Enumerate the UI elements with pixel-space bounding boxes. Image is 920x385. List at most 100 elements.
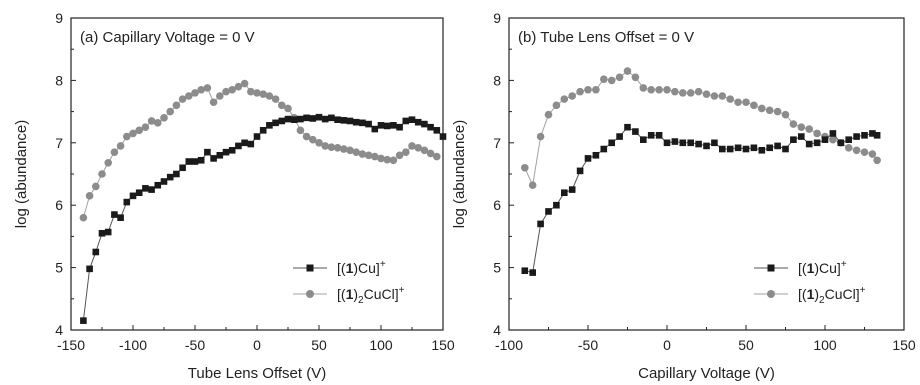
data-point — [297, 115, 304, 123]
chart-panel-a: -150 -100 -50 0 50 100 150 4 5 6 7 8 9 Tube Lens Offs… — [13, 10, 455, 382]
data-point — [371, 125, 379, 133]
data-point — [92, 182, 100, 191]
y-tick-label: 7 — [55, 135, 63, 151]
data-point — [266, 122, 273, 129]
data-point — [147, 117, 156, 125]
legend-label-part: 2 — [819, 295, 825, 306]
y-tick-label: 7 — [493, 135, 501, 151]
chart-title: (b) Tube Lens Offset = 0 V — [518, 29, 694, 46]
data-point — [868, 150, 877, 158]
data-point — [92, 248, 100, 256]
legend-label-part: )Cu] — [814, 260, 840, 276]
data-point — [191, 89, 199, 97]
x-tick-label: 50 — [738, 337, 754, 353]
data-point — [209, 98, 218, 107]
y-tick-label: 8 — [493, 72, 501, 88]
data-point — [861, 132, 868, 139]
data-point — [528, 181, 537, 190]
x-tick-label: 150 — [431, 337, 455, 353]
y-axis-label: log (abundance) — [13, 120, 30, 228]
data-point — [334, 116, 341, 124]
data-point — [600, 145, 608, 153]
data-point — [765, 106, 774, 115]
data-point — [235, 142, 242, 150]
x-tick-label: -100 — [495, 337, 523, 353]
data-point — [390, 122, 397, 129]
x-tick-label: 150 — [892, 337, 916, 353]
data-point — [568, 186, 576, 193]
series-line — [524, 126, 878, 274]
data-point — [647, 132, 655, 139]
data-point — [259, 90, 268, 98]
data-point — [203, 84, 212, 92]
chart-panel-b: -100 -50 0 50 100 150 4 5 6 7 8 9 Capillary Voltage … — [451, 10, 916, 382]
data-point — [377, 122, 385, 129]
data-point — [129, 192, 137, 200]
data-point — [253, 89, 261, 97]
chart-title: (a) Capillary Voltage = 0 V — [80, 29, 255, 46]
data-point — [561, 189, 568, 197]
legend-marker — [767, 290, 775, 298]
data-point — [829, 135, 837, 144]
data-point — [278, 117, 286, 125]
data-point — [584, 85, 592, 94]
legend-entry-cucl: [(1)2CuCl]+ — [754, 285, 866, 306]
data-point — [821, 136, 829, 143]
y-tick-label: 5 — [55, 260, 63, 276]
data-point — [98, 229, 106, 237]
data-point — [616, 133, 623, 140]
data-point — [773, 107, 782, 116]
data-point — [427, 123, 434, 131]
data-point — [873, 132, 881, 139]
data-point — [116, 142, 125, 150]
data-point — [278, 101, 286, 110]
data-point — [813, 129, 821, 138]
data-point — [711, 139, 718, 147]
data-point — [228, 146, 236, 154]
data-point — [259, 127, 267, 134]
x-tick-label: -50 — [185, 337, 205, 353]
data-point — [869, 130, 876, 137]
data-point — [615, 73, 624, 82]
legend-label-part: + — [860, 285, 866, 296]
data-point — [340, 117, 348, 124]
data-point — [789, 120, 798, 128]
data-point — [160, 114, 168, 122]
data-point — [328, 114, 335, 122]
data-point — [172, 101, 181, 110]
data-point — [123, 132, 131, 141]
data-point — [222, 148, 230, 156]
legend-entry-cu: [(1)Cu]+ — [293, 259, 386, 276]
legend-entry-cucl: [(1)2CuCl]+ — [293, 285, 405, 306]
legend-label-part: + — [399, 285, 405, 296]
data-point — [623, 67, 632, 75]
data-point — [185, 158, 193, 165]
data-point — [631, 73, 640, 82]
data-point — [346, 146, 354, 155]
data-point — [853, 133, 860, 140]
legend-label-part: [( — [337, 286, 346, 302]
data-point — [98, 170, 106, 178]
data-point — [408, 142, 416, 150]
x-tick-label: -50 — [578, 337, 598, 353]
data-point — [135, 126, 143, 135]
data-point — [560, 95, 569, 103]
data-point — [129, 129, 137, 138]
data-point — [383, 155, 392, 164]
data-point — [352, 148, 361, 156]
data-point — [718, 92, 727, 100]
data-point — [309, 115, 317, 122]
data-point — [117, 214, 124, 221]
data-point — [247, 140, 255, 148]
data-point — [860, 148, 869, 156]
data-point — [104, 158, 112, 167]
data-point — [545, 208, 552, 215]
data-point — [204, 148, 211, 156]
data-point — [352, 118, 360, 126]
x-tick-label: 0 — [253, 337, 261, 353]
data-point — [568, 92, 576, 100]
y-tick-label: 5 — [493, 260, 501, 276]
data-point — [340, 145, 348, 153]
x-tick-label: 0 — [663, 337, 671, 353]
data-point — [247, 87, 255, 96]
